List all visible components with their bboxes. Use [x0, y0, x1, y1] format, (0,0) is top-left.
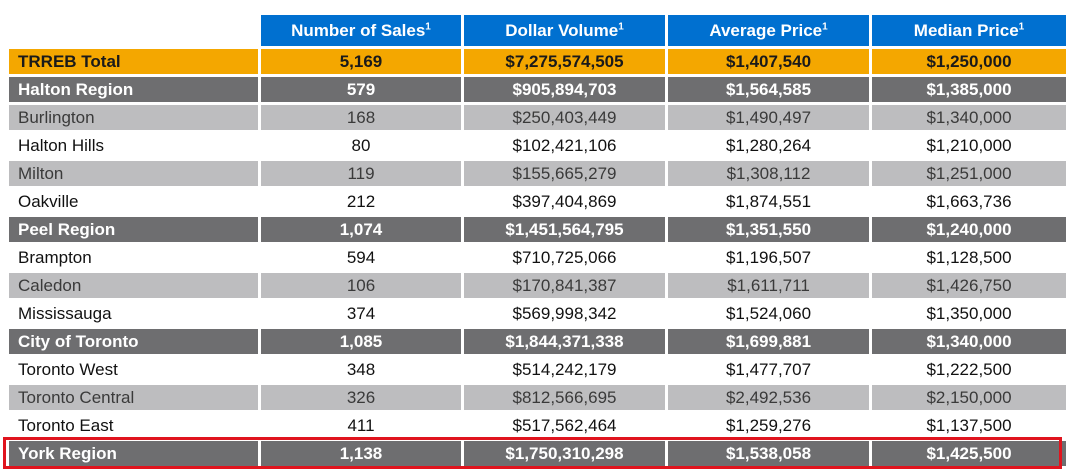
- region-name-cell: Mississauga: [9, 301, 258, 326]
- volume-cell: $514,242,179: [464, 357, 665, 382]
- avg-price-cell: $1,259,276: [668, 413, 869, 438]
- table-row: City of Toronto 1,085 $1,844,371,338 $1,699…: [9, 329, 1066, 354]
- region-name-cell: Toronto East: [9, 413, 258, 438]
- avg-price-cell: $1,699,881: [668, 329, 869, 354]
- region-name-cell: Burlington: [9, 105, 258, 130]
- region-name-cell: City of Toronto: [9, 329, 258, 354]
- table-row: Toronto West 348 $514,242,179 $1,477,707 $1,…: [9, 357, 1066, 382]
- median-price-cell: $2,150,000: [872, 385, 1066, 410]
- table-row: Oakville 212 $397,404,869 $1,874,551 $1,663,…: [9, 189, 1066, 214]
- header-row: Number of Sales1 Dollar Volume1 Average …: [9, 15, 1066, 46]
- table-row: Caledon 106 $170,841,387 $1,611,711 $1,426,7…: [9, 273, 1066, 298]
- median-price-cell: $1,385,000: [872, 77, 1066, 102]
- sales-cell: 212: [261, 189, 461, 214]
- median-price-cell: $1,425,500: [872, 441, 1066, 466]
- avg-price-cell: $1,611,711: [668, 273, 869, 298]
- volume-cell: $1,451,564,795: [464, 217, 665, 242]
- median-price-cell: $1,137,500: [872, 413, 1066, 438]
- region-name-cell: Halton Hills: [9, 133, 258, 158]
- volume-cell: $812,566,695: [464, 385, 665, 410]
- avg-price-cell: $1,280,264: [668, 133, 869, 158]
- sales-cell: 348: [261, 357, 461, 382]
- header-corner: [9, 15, 258, 46]
- sales-cell: 579: [261, 77, 461, 102]
- volume-cell: $397,404,869: [464, 189, 665, 214]
- region-name-cell: Milton: [9, 161, 258, 186]
- table-row: Halton Region 579 $905,894,703 $1,564,585 $1…: [9, 77, 1066, 102]
- sales-cell: 168: [261, 105, 461, 130]
- avg-price-cell: $2,492,536: [668, 385, 869, 410]
- york-region-highlight-box: [3, 437, 1062, 469]
- table-row: Halton Hills 80 $102,421,106 $1,280,264 $1,2…: [9, 133, 1066, 158]
- region-name-cell: TRREB Total: [9, 49, 258, 74]
- median-price-cell: $1,251,000: [872, 161, 1066, 186]
- volume-cell: $7,275,574,505: [464, 49, 665, 74]
- sales-cell: 594: [261, 245, 461, 270]
- region-name-cell: Brampton: [9, 245, 258, 270]
- median-price-cell: $1,663,736: [872, 189, 1066, 214]
- sales-cell: 374: [261, 301, 461, 326]
- sales-cell: 1,085: [261, 329, 461, 354]
- table-row: York Region 1,138 $1,750,310,298 $1,538,058…: [9, 441, 1066, 466]
- avg-price-cell: $1,477,707: [668, 357, 869, 382]
- volume-cell: $170,841,387: [464, 273, 665, 298]
- sales-cell: 106: [261, 273, 461, 298]
- sales-cell: 411: [261, 413, 461, 438]
- sales-cell: 1,138: [261, 441, 461, 466]
- median-price-cell: $1,426,750: [872, 273, 1066, 298]
- volume-cell: $250,403,449: [464, 105, 665, 130]
- median-price-cell: $1,340,000: [872, 105, 1066, 130]
- region-name-cell: Peel Region: [9, 217, 258, 242]
- table-row: Burlington 168 $250,403,449 $1,490,497 $1,34…: [9, 105, 1066, 130]
- table-row: Mississauga 374 $569,998,342 $1,524,060 $1,3…: [9, 301, 1066, 326]
- table-row: Toronto East 411 $517,562,464 $1,259,276 $1,…: [9, 413, 1066, 438]
- table-row: TRREB Total 5,169 $7,275,574,505 $1,407,540…: [9, 49, 1066, 74]
- sales-cell: 5,169: [261, 49, 461, 74]
- volume-cell: $155,665,279: [464, 161, 665, 186]
- table-row: Peel Region 1,074 $1,451,564,795 $1,351,550…: [9, 217, 1066, 242]
- volume-cell: $1,844,371,338: [464, 329, 665, 354]
- avg-price-cell: $1,196,507: [668, 245, 869, 270]
- sales-cell: 119: [261, 161, 461, 186]
- avg-price-cell: $1,490,497: [668, 105, 869, 130]
- region-name-cell: Caledon: [9, 273, 258, 298]
- table-row: Brampton 594 $710,725,066 $1,196,507 $1,128,…: [9, 245, 1066, 270]
- region-name-cell: Halton Region: [9, 77, 258, 102]
- median-price-cell: $1,240,000: [872, 217, 1066, 242]
- volume-cell: $905,894,703: [464, 77, 665, 102]
- volume-cell: $569,998,342: [464, 301, 665, 326]
- sales-cell: 326: [261, 385, 461, 410]
- median-price-cell: $1,350,000: [872, 301, 1066, 326]
- region-name-cell: Oakville: [9, 189, 258, 214]
- region-name-cell: York Region: [9, 441, 258, 466]
- sales-cell: 80: [261, 133, 461, 158]
- col-header-sales: Number of Sales1: [261, 15, 461, 46]
- avg-price-cell: $1,351,550: [668, 217, 869, 242]
- volume-cell: $102,421,106: [464, 133, 665, 158]
- sales-cell: 1,074: [261, 217, 461, 242]
- median-price-cell: $1,128,500: [872, 245, 1066, 270]
- median-price-cell: $1,250,000: [872, 49, 1066, 74]
- volume-cell: $710,725,066: [464, 245, 665, 270]
- volume-cell: $517,562,464: [464, 413, 665, 438]
- region-name-cell: Toronto Central: [9, 385, 258, 410]
- avg-price-cell: $1,407,540: [668, 49, 869, 74]
- median-price-cell: $1,222,500: [872, 357, 1066, 382]
- avg-price-cell: $1,564,585: [668, 77, 869, 102]
- avg-price-cell: $1,538,058: [668, 441, 869, 466]
- avg-price-cell: $1,874,551: [668, 189, 869, 214]
- volume-cell: $1,750,310,298: [464, 441, 665, 466]
- table-row: Toronto Central 326 $812,566,695 $2,492,536…: [9, 385, 1066, 410]
- table-body: TRREB Total 5,169 $7,275,574,505 $1,407,540…: [9, 49, 1066, 466]
- region-name-cell: Toronto West: [9, 357, 258, 382]
- col-header-volume: Dollar Volume1: [464, 15, 665, 46]
- avg-price-cell: $1,524,060: [668, 301, 869, 326]
- col-header-median-price: Median Price1: [872, 15, 1066, 46]
- table-row: Milton 119 $155,665,279 $1,308,112 $1,251,00…: [9, 161, 1066, 186]
- sales-table: Number of Sales1 Dollar Volume1 Average …: [6, 12, 1069, 469]
- avg-price-cell: $1,308,112: [668, 161, 869, 186]
- col-header-avg-price: Average Price1: [668, 15, 869, 46]
- median-price-cell: $1,340,000: [872, 329, 1066, 354]
- median-price-cell: $1,210,000: [872, 133, 1066, 158]
